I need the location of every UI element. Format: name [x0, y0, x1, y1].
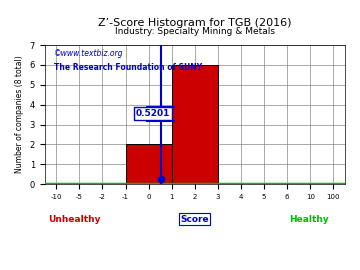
Text: 0.5201: 0.5201 [135, 109, 170, 118]
Bar [126, 144, 172, 184]
Title: Z’-Score Histogram for TGB (2016): Z’-Score Histogram for TGB (2016) [98, 18, 292, 28]
Bar [172, 65, 218, 184]
Text: Score: Score [180, 215, 209, 224]
Text: Industry: Specialty Mining & Metals: Industry: Specialty Mining & Metals [115, 27, 275, 36]
Text: The Research Foundation of SUNY: The Research Foundation of SUNY [54, 63, 202, 72]
Text: Unhealthy: Unhealthy [49, 215, 101, 224]
Text: ©www.textbiz.org: ©www.textbiz.org [54, 49, 123, 58]
Y-axis label: Number of companies (8 total): Number of companies (8 total) [15, 56, 24, 174]
Text: Healthy: Healthy [289, 215, 329, 224]
